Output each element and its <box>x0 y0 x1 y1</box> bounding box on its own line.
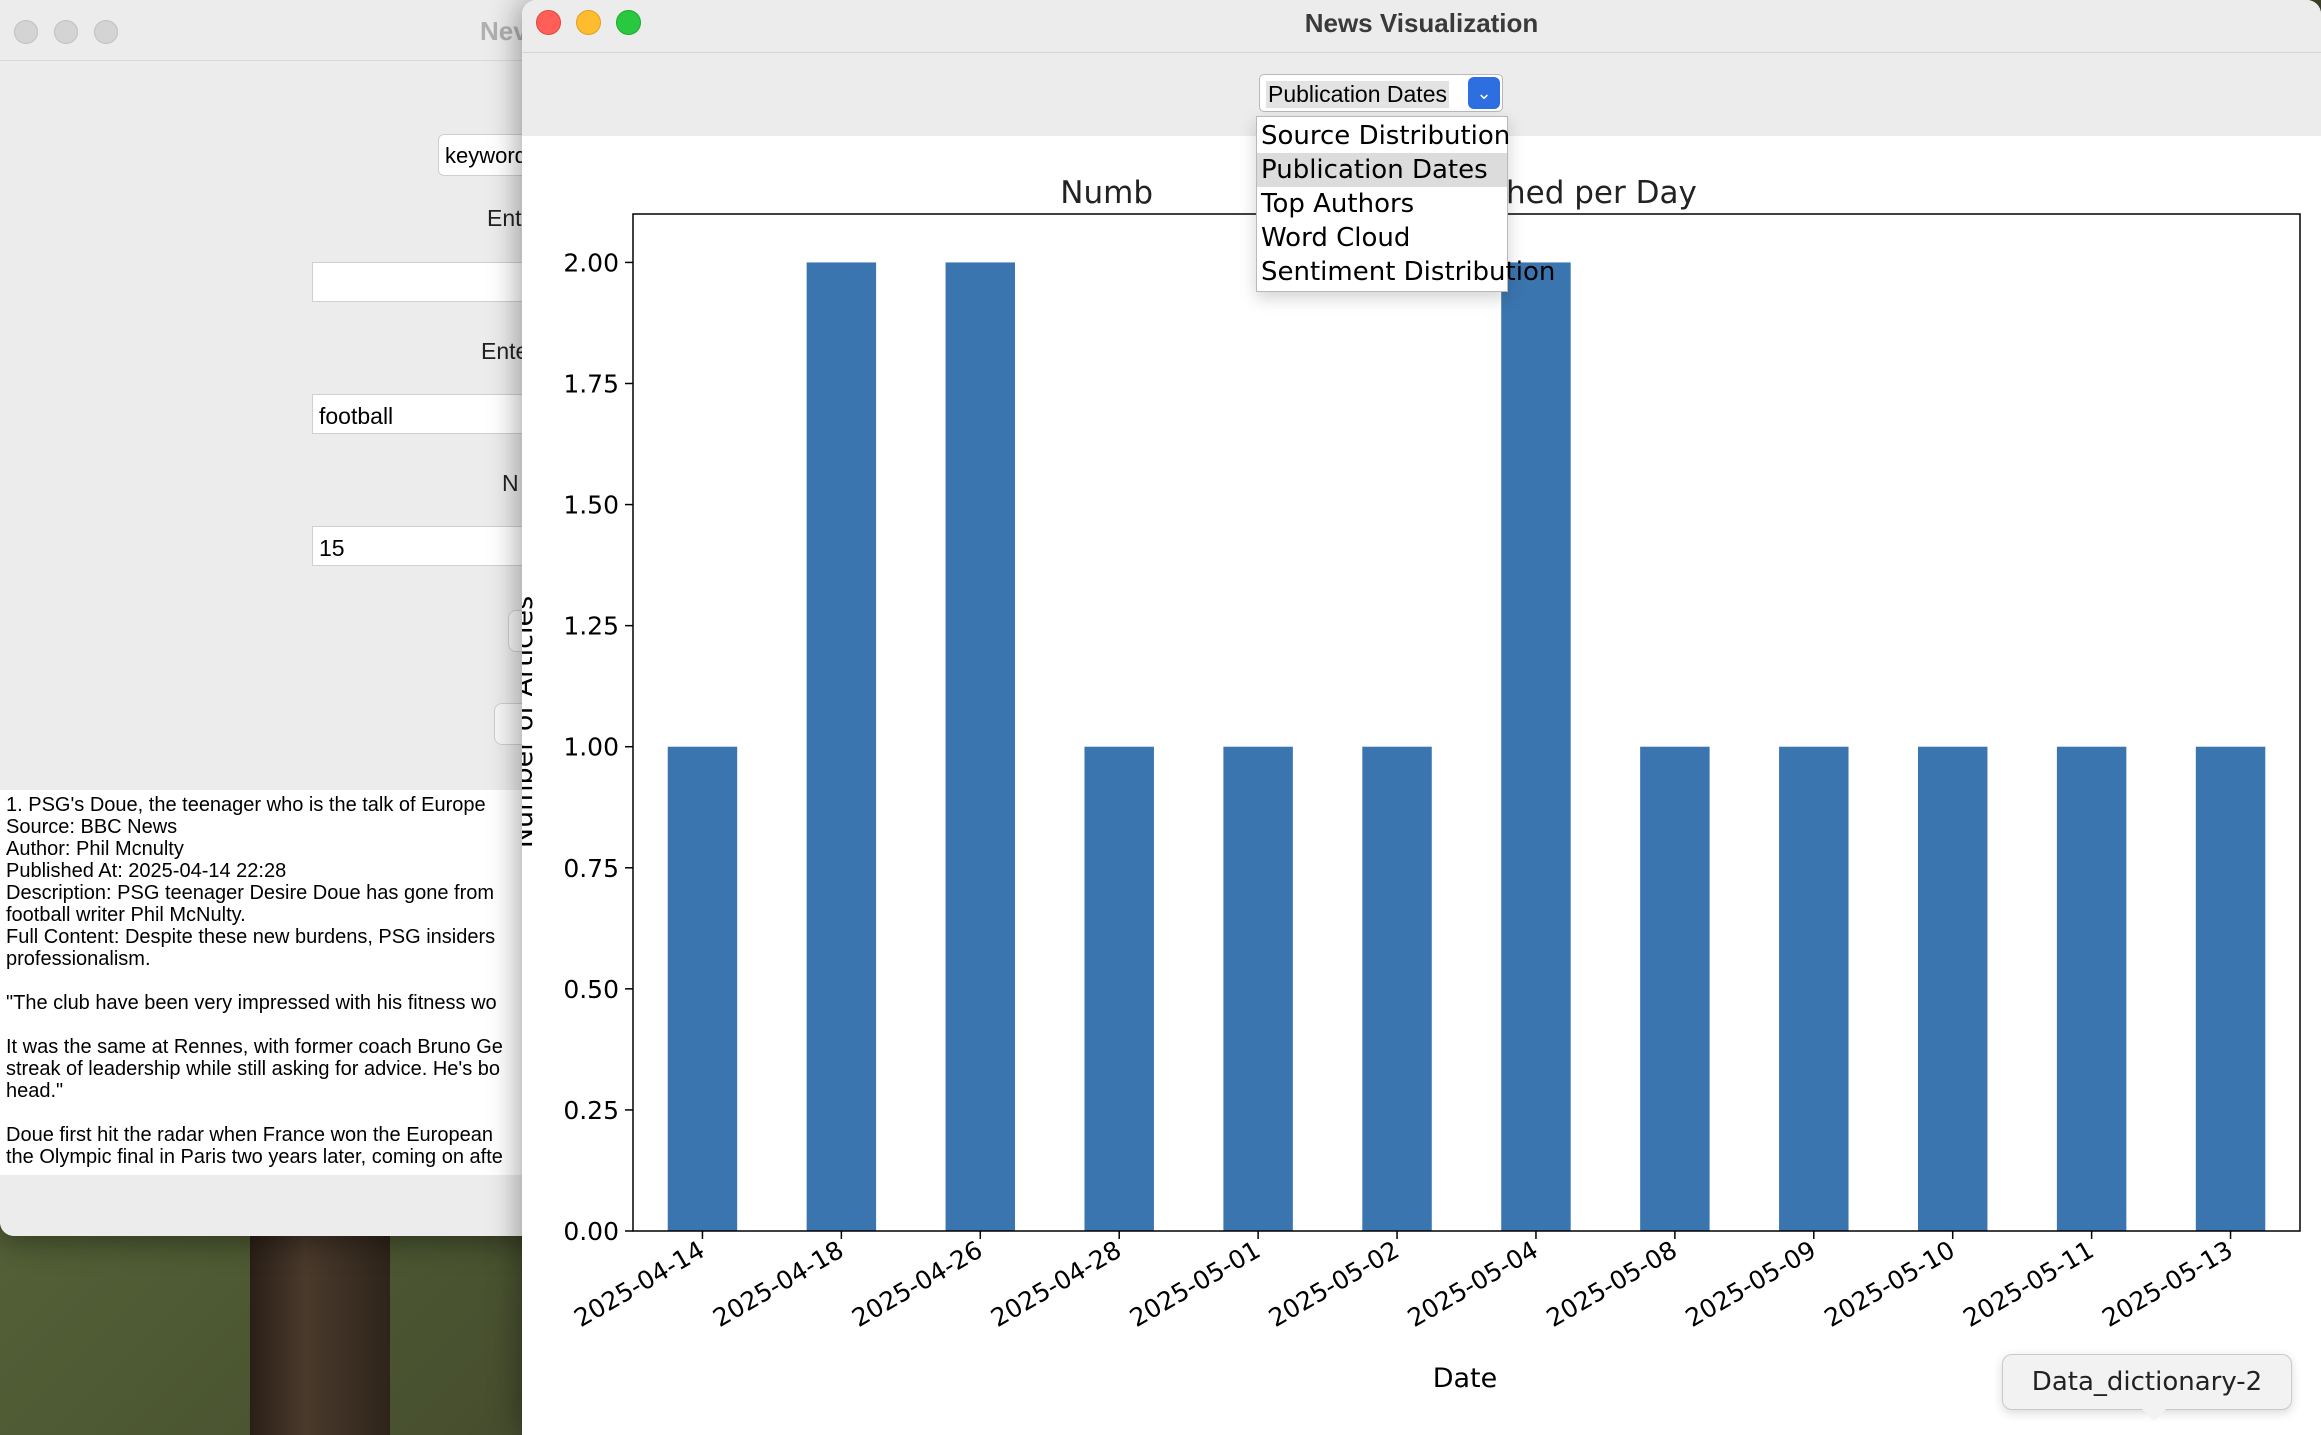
x-tick-label: 2025-04-18 <box>708 1235 848 1333</box>
tooltip: Data_dictionary-2 <box>2002 1354 2292 1410</box>
window-title: News Visualization <box>1304 8 1539 38</box>
x-tick-label: 2025-04-26 <box>847 1235 987 1333</box>
result-line <box>6 970 554 992</box>
dropdown-option[interactable]: Source Distribution <box>1261 121 1511 151</box>
bar <box>667 746 738 1231</box>
minimize-button-inactive[interactable] <box>54 20 78 44</box>
first-input-field[interactable] <box>312 262 560 302</box>
result-line: streak of leadership while still asking … <box>6 1058 501 1080</box>
back-window-title: Nev <box>480 16 528 46</box>
y-tick-label: 1.00 <box>563 733 619 762</box>
chart-area: 2025-04-14 2025-04-18 2025-04-26 2025-04-28… <box>522 136 2321 1435</box>
result-line: Description: PSG teenager Desire Doue ha… <box>6 882 495 904</box>
result-line: Doue first hit the radar when France won… <box>6 1124 493 1146</box>
x-tick-label: 2025-05-08 <box>1542 1235 1682 1333</box>
dropdown-option[interactable]: Publication Dates <box>1257 153 1507 187</box>
back-window-titlebar[interactable]: Nev <box>0 0 560 61</box>
result-line: It was the same at Rennes, with former c… <box>6 1036 503 1058</box>
bar <box>2056 746 2127 1231</box>
zoom-button-inactive[interactable] <box>94 20 118 44</box>
bar-chart: 2025-04-142025-04-182025-04-262025-04-28… <box>522 175 2301 1394</box>
result-line <box>6 1014 554 1036</box>
field-label-1: Ent <box>487 205 522 231</box>
x-tick-label: 2025-04-28 <box>986 1235 1126 1333</box>
bar <box>806 262 877 1231</box>
news-visualization-window[interactable]: News Visualization 2025-04-14 2025-04-18 2… <box>522 0 2321 1435</box>
article-count-input[interactable]: 15 <box>312 526 560 566</box>
y-tick-label: 1.75 <box>563 370 619 399</box>
x-axis-label: Date <box>1433 1363 1498 1394</box>
bar <box>2195 746 2266 1231</box>
result-line: 1. PSG's Doue, the teenager who is the t… <box>6 794 486 816</box>
bar <box>1362 746 1432 1231</box>
chart-title-right: hed per Day <box>1506 175 1697 211</box>
keyword-input[interactable]: football <box>312 394 560 434</box>
field-label-3: N <box>502 470 519 496</box>
result-line: head." <box>6 1080 64 1102</box>
result-line: Source: BBC News <box>6 816 178 838</box>
y-tick-label: 2.00 <box>563 248 619 277</box>
result-line: professionalism. <box>6 948 151 970</box>
results-text-area[interactable]: 1. PSG's Doue, the teenager who is the t… <box>0 790 560 1175</box>
x-tick-label: 2025-05-02 <box>1264 1235 1404 1333</box>
news-search-window[interactable]: Nev keyword Ent Ente football N 15 1. PS… <box>0 0 560 1236</box>
bar <box>1779 746 1849 1231</box>
x-tick-label: 2025-05-13 <box>2097 1235 2237 1333</box>
x-tick-label: 2025-05-10 <box>1819 1235 1959 1333</box>
chart-title-left: Numb <box>1060 175 1153 211</box>
result-line: football writer Phil McNulty. <box>6 904 246 926</box>
visualization-dropdown-menu[interactable]: Source Distribution Publication Dates Top … <box>1256 116 1556 292</box>
x-tick-label: 2025-05-04 <box>1403 1235 1543 1333</box>
x-tick-label: 2025-05-11 <box>1958 1235 2098 1333</box>
y-tick-label: 0.75 <box>563 854 619 883</box>
bar <box>1917 746 1988 1231</box>
bar <box>1223 746 1293 1231</box>
result-line: Full Content: Despite these new burdens,… <box>6 926 496 948</box>
tooltip-tail <box>2142 1409 2166 1421</box>
bar <box>1084 746 1154 1231</box>
x-tick-label: 2025-05-01 <box>1125 1235 1265 1333</box>
visualization-select-value: Publication Dates <box>1266 81 1449 108</box>
result-line: the Olympic final in Paris two years lat… <box>6 1146 503 1168</box>
plot-frame <box>632 213 2301 1232</box>
wallpaper-tree <box>250 1230 390 1435</box>
close-button-inactive[interactable] <box>14 20 38 44</box>
x-tick-label: 2025-05-09 <box>1680 1235 1820 1333</box>
result-line: Published At: 2025-04-14 22:28 <box>6 860 287 882</box>
result-line: Author: Phil Mcnulty <box>6 838 184 860</box>
y-axis-label: Number of Articles <box>522 596 539 848</box>
zoom-button[interactable] <box>616 10 641 35</box>
result-line <box>6 1102 554 1124</box>
field-label-2: Ente <box>481 338 529 364</box>
y-tick-label: 0.25 <box>563 1096 619 1125</box>
front-window-titlebar[interactable]: News Visualization <box>522 0 2321 53</box>
x-tick-label: 2025-04-14 <box>569 1235 709 1333</box>
bar <box>1501 262 1571 1231</box>
dropdown-option[interactable]: Sentiment Distribution <box>1261 257 1556 287</box>
dropdown-option[interactable]: Top Authors <box>1261 189 1415 219</box>
bar <box>945 262 1016 1231</box>
y-tick-label: 1.25 <box>563 612 619 641</box>
bar <box>1640 746 1710 1231</box>
y-tick-label: 0.00 <box>563 1217 619 1246</box>
result-line: "The club have been very impressed with … <box>6 992 497 1014</box>
y-tick-label: 1.50 <box>563 491 619 520</box>
dropdown-option[interactable]: Word Cloud <box>1261 223 1411 253</box>
visualization-select[interactable]: Publication Dates ⌄ <box>1259 74 1503 112</box>
minimize-button[interactable] <box>576 10 601 35</box>
y-tick-label: 0.50 <box>563 975 619 1004</box>
chevron-down-icon[interactable]: ⌄ <box>1468 77 1500 109</box>
close-button[interactable] <box>536 10 561 35</box>
